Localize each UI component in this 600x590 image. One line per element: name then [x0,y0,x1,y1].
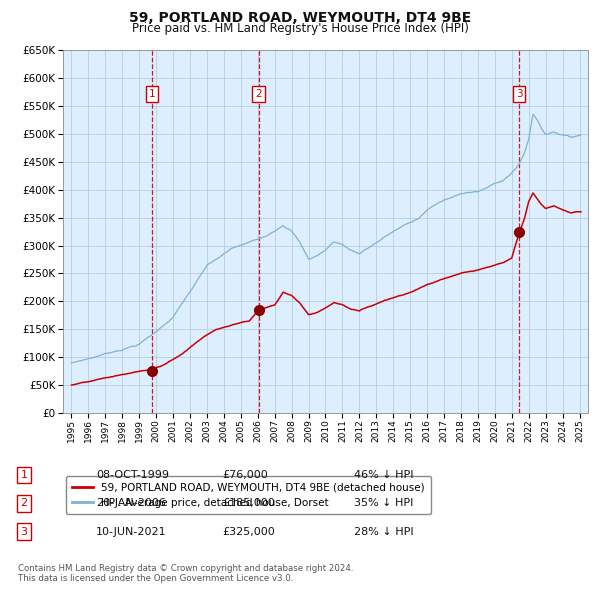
Text: 46% ↓ HPI: 46% ↓ HPI [354,470,413,480]
Text: £76,000: £76,000 [222,470,268,480]
Text: 1: 1 [20,470,28,480]
Text: £325,000: £325,000 [222,527,275,536]
Text: 10-JUN-2021: 10-JUN-2021 [96,527,167,536]
Text: 20-JAN-2006: 20-JAN-2006 [96,499,166,508]
Legend: 59, PORTLAND ROAD, WEYMOUTH, DT4 9BE (detached house), HPI: Average price, detac: 59, PORTLAND ROAD, WEYMOUTH, DT4 9BE (de… [65,476,431,514]
Text: 3: 3 [20,527,28,536]
Text: 35% ↓ HPI: 35% ↓ HPI [354,499,413,508]
Text: 08-OCT-1999: 08-OCT-1999 [96,470,169,480]
Text: Contains HM Land Registry data © Crown copyright and database right 2024.
This d: Contains HM Land Registry data © Crown c… [18,563,353,583]
Text: £185,000: £185,000 [222,499,275,508]
Text: 59, PORTLAND ROAD, WEYMOUTH, DT4 9BE: 59, PORTLAND ROAD, WEYMOUTH, DT4 9BE [129,11,471,25]
Text: 2: 2 [20,499,28,508]
Text: Price paid vs. HM Land Registry's House Price Index (HPI): Price paid vs. HM Land Registry's House … [131,22,469,35]
Text: 3: 3 [516,88,523,99]
Text: 2: 2 [255,88,262,99]
Text: 28% ↓ HPI: 28% ↓ HPI [354,527,413,536]
Text: 1: 1 [149,88,155,99]
